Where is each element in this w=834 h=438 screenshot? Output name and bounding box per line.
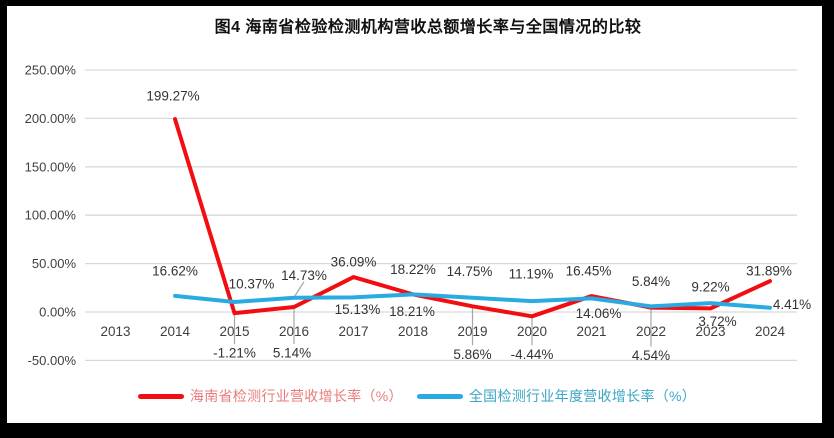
- y-axis-tick-label: -50.00%: [28, 353, 77, 368]
- data-label-national: 10.37%: [229, 276, 275, 291]
- x-axis-tick-label: 2013: [100, 324, 130, 339]
- data-label-hainan: 36.09%: [331, 255, 377, 270]
- y-axis-tick-label: 200.00%: [25, 111, 77, 126]
- data-label-national: 14.06%: [576, 306, 622, 321]
- legend-label-hainan: 海南省检测行业营收增长率（%）: [189, 388, 403, 404]
- x-axis-tick-label: 2014: [160, 324, 191, 339]
- y-axis-tick-label: 150.00%: [25, 159, 77, 174]
- x-axis-tick-label: 2023: [695, 324, 725, 339]
- data-label-hainan: 18.21%: [389, 304, 435, 319]
- y-axis-tick-label: 0.00%: [39, 305, 76, 320]
- data-label-national: 14.75%: [447, 264, 493, 279]
- chart-title: 图4 海南省检验检测机构营收总额增长率与全国情况的比较: [214, 19, 642, 36]
- legend-label-national: 全国检测行业年度营收增长率（%）: [468, 388, 697, 404]
- data-label-hainan: 5.14%: [273, 346, 311, 361]
- data-label-hainan: 31.89%: [746, 264, 792, 279]
- x-axis-tick-label: 2017: [338, 324, 368, 339]
- leader-line: [294, 281, 305, 297]
- data-label-national: 11.19%: [509, 267, 554, 282]
- hainan-series-line: [173, 117, 772, 319]
- data-label-hainan: -4.44%: [511, 347, 554, 362]
- data-label-national: 5.84%: [632, 274, 670, 289]
- data-label-national: 4.41%: [773, 297, 811, 312]
- data-label-national: 14.73%: [281, 268, 327, 283]
- national-series-line: [173, 292, 772, 310]
- legend-item-hainan: 海南省检测行业营收增长率（%）: [137, 386, 403, 406]
- data-label-national: 16.62%: [152, 263, 198, 278]
- x-axis-tick-label: 2024: [755, 324, 786, 339]
- data-label-hainan: 3.72%: [698, 314, 736, 329]
- data-label-hainan: 5.86%: [453, 347, 491, 362]
- chart-legend: 海南省检测行业营收增长率（%） 全国检测行业年度营收增长率（%）: [0, 386, 834, 406]
- chart-canvas: [7, 6, 822, 423]
- y-axis-tick-label: 100.00%: [25, 208, 77, 223]
- data-label-national: 9.22%: [691, 280, 729, 295]
- data-label-national: 15.13%: [335, 302, 381, 317]
- x-axis-tick-label: 2021: [576, 324, 606, 339]
- x-axis-tick-label: 2018: [398, 324, 428, 339]
- national-line-swatch: [416, 393, 463, 399]
- data-label-hainan: 4.54%: [632, 348, 670, 363]
- y-axis-tick-label: 50.00%: [32, 256, 77, 271]
- data-label-hainan: -1.21%: [213, 346, 256, 361]
- data-label-hainan: 16.45%: [566, 264, 612, 279]
- legend-item-national: 全国检测行业年度营收增长率（%）: [416, 386, 697, 406]
- data-label-hainan: 199.27%: [146, 89, 199, 104]
- y-axis-tick-label: 250.00%: [25, 63, 77, 78]
- hainan-line-swatch: [137, 393, 184, 399]
- data-label-national: 18.22%: [390, 262, 436, 277]
